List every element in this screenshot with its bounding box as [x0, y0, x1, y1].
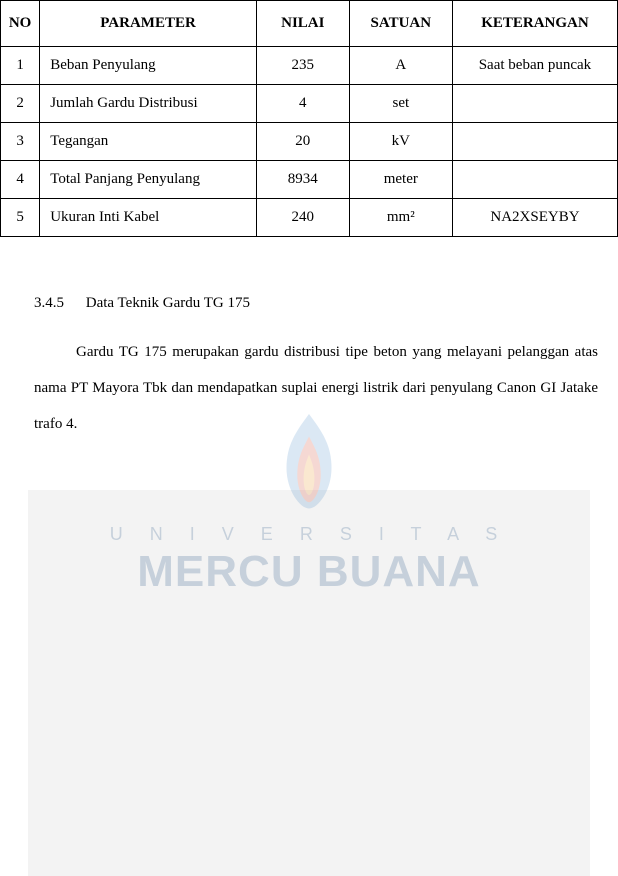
cell-no: 4 [1, 161, 40, 199]
table-row: 3 Tegangan 20 kV [1, 123, 618, 161]
cell-nilai: 235 [256, 47, 349, 85]
page-container: NO PARAMETER NILAI SATUAN KETERANGAN 1 B… [0, 0, 618, 876]
cell-no: 3 [1, 123, 40, 161]
body-paragraph: Gardu TG 175 merupakan gardu distribusi … [34, 334, 598, 442]
section-heading: 3.4.5 Data Teknik Gardu TG 175 [34, 295, 618, 312]
cell-parameter: Tegangan [40, 123, 257, 161]
cell-satuan: kV [349, 123, 452, 161]
table-row: 5 Ukuran Inti Kabel 240 mm² NA2XSEYBY [1, 199, 618, 237]
cell-keterangan [452, 161, 617, 199]
cell-parameter: Ukuran Inti Kabel [40, 199, 257, 237]
cell-satuan: meter [349, 161, 452, 199]
cell-nilai: 240 [256, 199, 349, 237]
cell-satuan: A [349, 47, 452, 85]
cell-nilai: 4 [256, 85, 349, 123]
cell-keterangan [452, 123, 617, 161]
cell-keterangan [452, 85, 617, 123]
cell-satuan: set [349, 85, 452, 123]
section-number: 3.4.5 [34, 295, 64, 312]
th-no: NO [1, 1, 40, 47]
cell-keterangan: Saat beban puncak [452, 47, 617, 85]
cell-no: 1 [1, 47, 40, 85]
cell-keterangan: NA2XSEYBY [452, 199, 617, 237]
table-header-row: NO PARAMETER NILAI SATUAN KETERANGAN [1, 1, 618, 47]
cell-parameter: Jumlah Gardu Distribusi [40, 85, 257, 123]
table-row: 1 Beban Penyulang 235 A Saat beban punca… [1, 47, 618, 85]
parameter-table: NO PARAMETER NILAI SATUAN KETERANGAN 1 B… [0, 0, 618, 237]
th-nilai: NILAI [256, 1, 349, 47]
cell-nilai: 20 [256, 123, 349, 161]
section-title: Data Teknik Gardu TG 175 [86, 295, 250, 311]
cell-satuan: mm² [349, 199, 452, 237]
table-row: 2 Jumlah Gardu Distribusi 4 set [1, 85, 618, 123]
cell-no: 2 [1, 85, 40, 123]
cell-parameter: Beban Penyulang [40, 47, 257, 85]
paragraph-text: Gardu TG 175 merupakan gardu distribusi … [34, 344, 598, 432]
cell-nilai: 8934 [256, 161, 349, 199]
cell-no: 5 [1, 199, 40, 237]
th-keterangan: KETERANGAN [452, 1, 617, 47]
th-satuan: SATUAN [349, 1, 452, 47]
table-row: 4 Total Panjang Penyulang 8934 meter [1, 161, 618, 199]
cell-parameter: Total Panjang Penyulang [40, 161, 257, 199]
th-parameter: PARAMETER [40, 1, 257, 47]
